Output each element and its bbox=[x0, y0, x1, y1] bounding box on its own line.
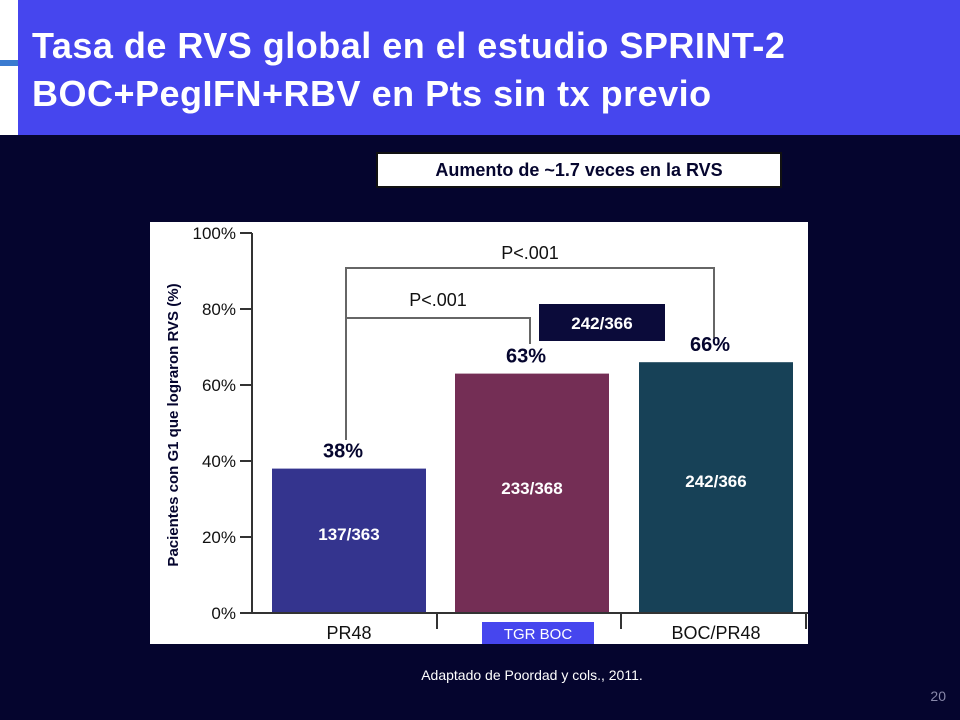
bracket-pr48-tgr-boc bbox=[346, 317, 531, 344]
accent-line bbox=[0, 60, 18, 66]
bar-value-label: 66% bbox=[690, 334, 730, 356]
bar-tgr-boc bbox=[455, 373, 609, 613]
x-category-tag bbox=[482, 622, 594, 644]
y-tick-label: 0% bbox=[211, 604, 236, 623]
significance-brackets: P<.001 P<.001 bbox=[345, 243, 715, 440]
bar-boc-pr48 bbox=[639, 362, 793, 613]
label-box bbox=[539, 304, 665, 341]
y-tick-label: 60% bbox=[202, 376, 236, 395]
label-box-text: 242/366 bbox=[571, 314, 632, 333]
x-tick-label: BOC/PR48 bbox=[671, 623, 760, 643]
x-tick-label: PR48 bbox=[326, 623, 371, 643]
bar-value-label: 38% bbox=[323, 441, 363, 463]
x-tick-label: TGR BOC bbox=[504, 626, 573, 643]
bracket-pr48-boc-pr48 bbox=[345, 267, 715, 440]
bar-inner-label: 233/368 bbox=[501, 479, 562, 498]
bar-inner-label: 242/366 bbox=[685, 472, 746, 491]
y-tick-label: 20% bbox=[202, 528, 236, 547]
footnote: Adaptado de Poordad y cols., 2011. bbox=[421, 667, 643, 683]
title-side-block bbox=[0, 0, 18, 135]
bar-value-label: 63% bbox=[506, 346, 546, 368]
bracket-label: P<.001 bbox=[501, 243, 559, 263]
page-number: 20 bbox=[930, 688, 946, 704]
y-tick-label: 100% bbox=[193, 224, 236, 243]
y-axis: 0% 20% 40% 60% 80% 100% bbox=[193, 224, 253, 623]
y-tick-label: 80% bbox=[202, 300, 236, 319]
y-axis-label: Pacientes con G1 que lograron RVS (%) bbox=[165, 283, 182, 566]
bar-pr48 bbox=[272, 468, 426, 613]
y-tick-label: 40% bbox=[202, 452, 236, 471]
x-axis: PR48 TGR BOC BOC/PR48 bbox=[252, 612, 808, 644]
bars: 38% 137/363 63% 233/368 66% 242/366 242/366 bbox=[272, 304, 793, 613]
bracket-label: P<.001 bbox=[409, 290, 467, 310]
slide-title: Tasa de RVS global en el estudio SPRINT-… bbox=[32, 25, 786, 114]
bar-inner-label: 137/363 bbox=[318, 525, 379, 544]
callout-box: Aumento de ~1.7 veces en la RVS bbox=[376, 152, 782, 188]
title-bar bbox=[18, 0, 960, 135]
